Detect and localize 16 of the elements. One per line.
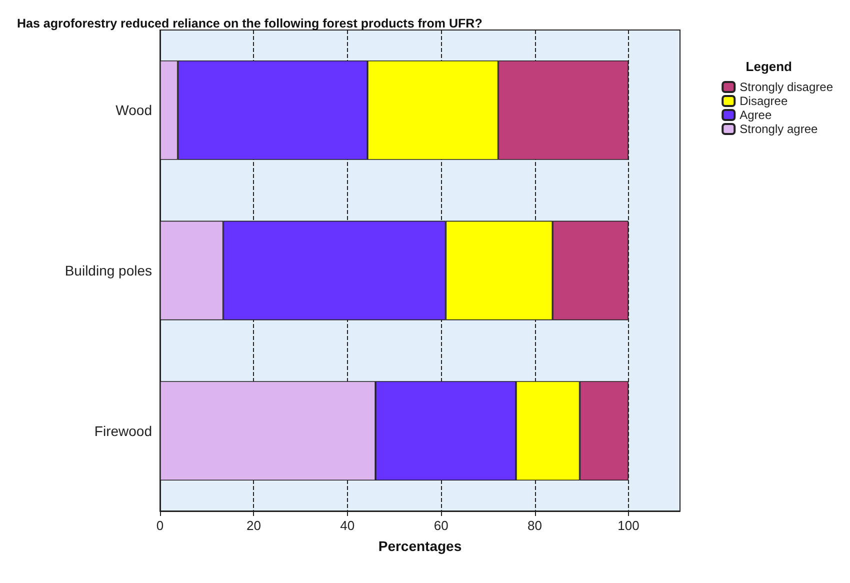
x-tick-label: 100 bbox=[618, 518, 640, 533]
x-tick-label: 40 bbox=[340, 518, 355, 533]
x-axis-title: Percentages bbox=[378, 538, 462, 554]
x-tick-label: 0 bbox=[156, 518, 164, 533]
legend-label: Agree bbox=[740, 108, 772, 122]
legend-label: Disagree bbox=[740, 94, 788, 108]
y-tick-label: Building poles bbox=[64, 262, 152, 278]
x-tick-label: 80 bbox=[528, 518, 542, 533]
y-tick-label: Wood bbox=[116, 102, 152, 118]
chart-title: Has agroforestry reduced reliance on the following forest products from UFR? bbox=[17, 16, 482, 30]
legend-label: Strongly disagree bbox=[740, 80, 834, 94]
x-tick-label: 60 bbox=[434, 518, 448, 533]
legend-title: Legend bbox=[746, 59, 792, 74]
legend-label: Strongly agree bbox=[740, 122, 818, 136]
y-tick-label: Firewood bbox=[94, 422, 152, 439]
x-tick-label: 20 bbox=[246, 518, 261, 533]
